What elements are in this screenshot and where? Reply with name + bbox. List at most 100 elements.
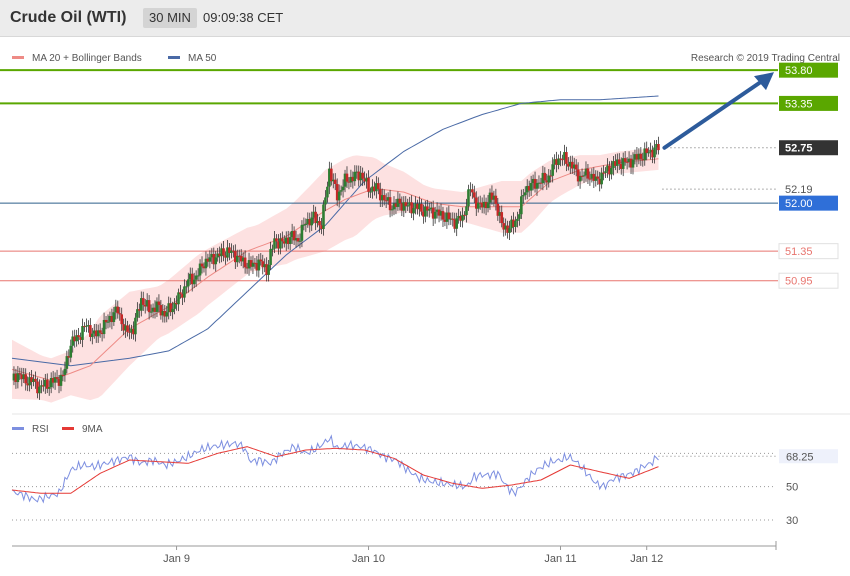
candle — [641, 152, 645, 167]
candle — [394, 199, 398, 215]
price-label-box — [779, 95, 838, 111]
candle-body — [141, 298, 145, 305]
timestamp: 09:09:38 CET — [203, 10, 284, 25]
candle — [177, 288, 180, 312]
candle — [551, 157, 554, 183]
candle-body — [183, 286, 186, 298]
candle — [533, 171, 537, 193]
candle-body — [81, 326, 84, 340]
candle — [555, 151, 558, 173]
candle-body — [588, 178, 592, 180]
candle-body — [488, 192, 492, 203]
candle — [382, 189, 386, 206]
candle — [592, 167, 596, 189]
candle-body — [234, 251, 237, 263]
x-tick-label: Jan 9 — [163, 553, 190, 565]
candle — [412, 203, 415, 221]
candle-body — [572, 164, 576, 169]
candle-body — [433, 211, 437, 219]
candle — [520, 189, 523, 219]
timeframe-badge[interactable]: 30 MIN — [143, 8, 197, 28]
candle — [582, 171, 586, 183]
candle-body — [159, 305, 163, 316]
candle-body — [580, 175, 584, 177]
candle — [498, 205, 502, 224]
candle-body — [410, 202, 413, 214]
candle — [547, 169, 551, 188]
candle — [324, 190, 327, 212]
candle — [151, 303, 155, 319]
rsi-tick-label: 50 — [786, 482, 798, 494]
candle — [504, 218, 507, 236]
candle-body — [273, 238, 276, 249]
candle-body — [641, 158, 645, 161]
price-level-label: 50.95 — [785, 276, 813, 288]
candle-body — [163, 310, 167, 317]
legend-ma20-swatch — [12, 56, 24, 59]
candle-body — [177, 292, 180, 305]
candle — [51, 370, 55, 389]
candle-body — [386, 197, 390, 201]
candle-body — [651, 149, 654, 158]
candle — [75, 329, 78, 347]
candle-body — [561, 159, 564, 161]
candle-body — [598, 178, 601, 185]
candle — [561, 154, 564, 166]
legend-ma50-swatch — [168, 56, 180, 59]
candle-body — [98, 330, 102, 333]
candle-body — [185, 286, 188, 288]
candle-body — [169, 303, 172, 313]
candle — [139, 291, 143, 317]
legend-ma20-label: MA 20 + Bollinger Bands — [32, 53, 142, 64]
candle — [247, 252, 251, 276]
candle-body — [602, 172, 605, 174]
candle — [469, 182, 472, 197]
candle — [455, 212, 458, 237]
candle — [596, 170, 600, 185]
candle-body — [345, 173, 349, 182]
candle — [600, 167, 603, 189]
candle — [416, 199, 419, 215]
candle — [279, 233, 282, 255]
candle — [63, 361, 67, 382]
candle — [42, 378, 45, 392]
candle-body — [512, 219, 515, 227]
candle-body — [277, 241, 280, 249]
candle-body — [87, 325, 90, 327]
candle-body — [619, 163, 623, 169]
candle-body — [547, 175, 551, 183]
candle-body — [408, 202, 411, 206]
candle-body — [463, 214, 466, 216]
candle-body — [418, 203, 421, 210]
candle — [467, 184, 470, 211]
candle — [431, 200, 435, 227]
candle-body — [55, 377, 59, 379]
candle-body — [28, 377, 31, 386]
candle-body — [71, 336, 75, 346]
legend-rsi-label: RSI — [32, 424, 49, 435]
candle-body — [633, 154, 637, 160]
candle — [134, 313, 137, 342]
candle-body — [161, 310, 165, 316]
candle-body — [629, 158, 633, 168]
candle-body — [426, 206, 429, 211]
candle — [537, 175, 541, 189]
candle-body — [308, 219, 312, 226]
candle — [306, 212, 310, 228]
candle-body — [429, 207, 433, 210]
rsi-tick-label: 30 — [786, 515, 798, 527]
candle — [26, 376, 29, 392]
candle — [179, 285, 182, 299]
candle — [322, 200, 325, 236]
candle-body — [510, 219, 513, 229]
candle — [116, 300, 120, 319]
candle — [406, 198, 410, 211]
candle — [87, 320, 90, 333]
price-level-label: 52.75 — [785, 143, 813, 155]
candle-body — [443, 219, 447, 222]
candle-body — [77, 335, 80, 338]
candle-body — [349, 176, 353, 183]
candle — [273, 230, 276, 253]
candle-body — [590, 173, 594, 179]
candle — [339, 185, 343, 196]
